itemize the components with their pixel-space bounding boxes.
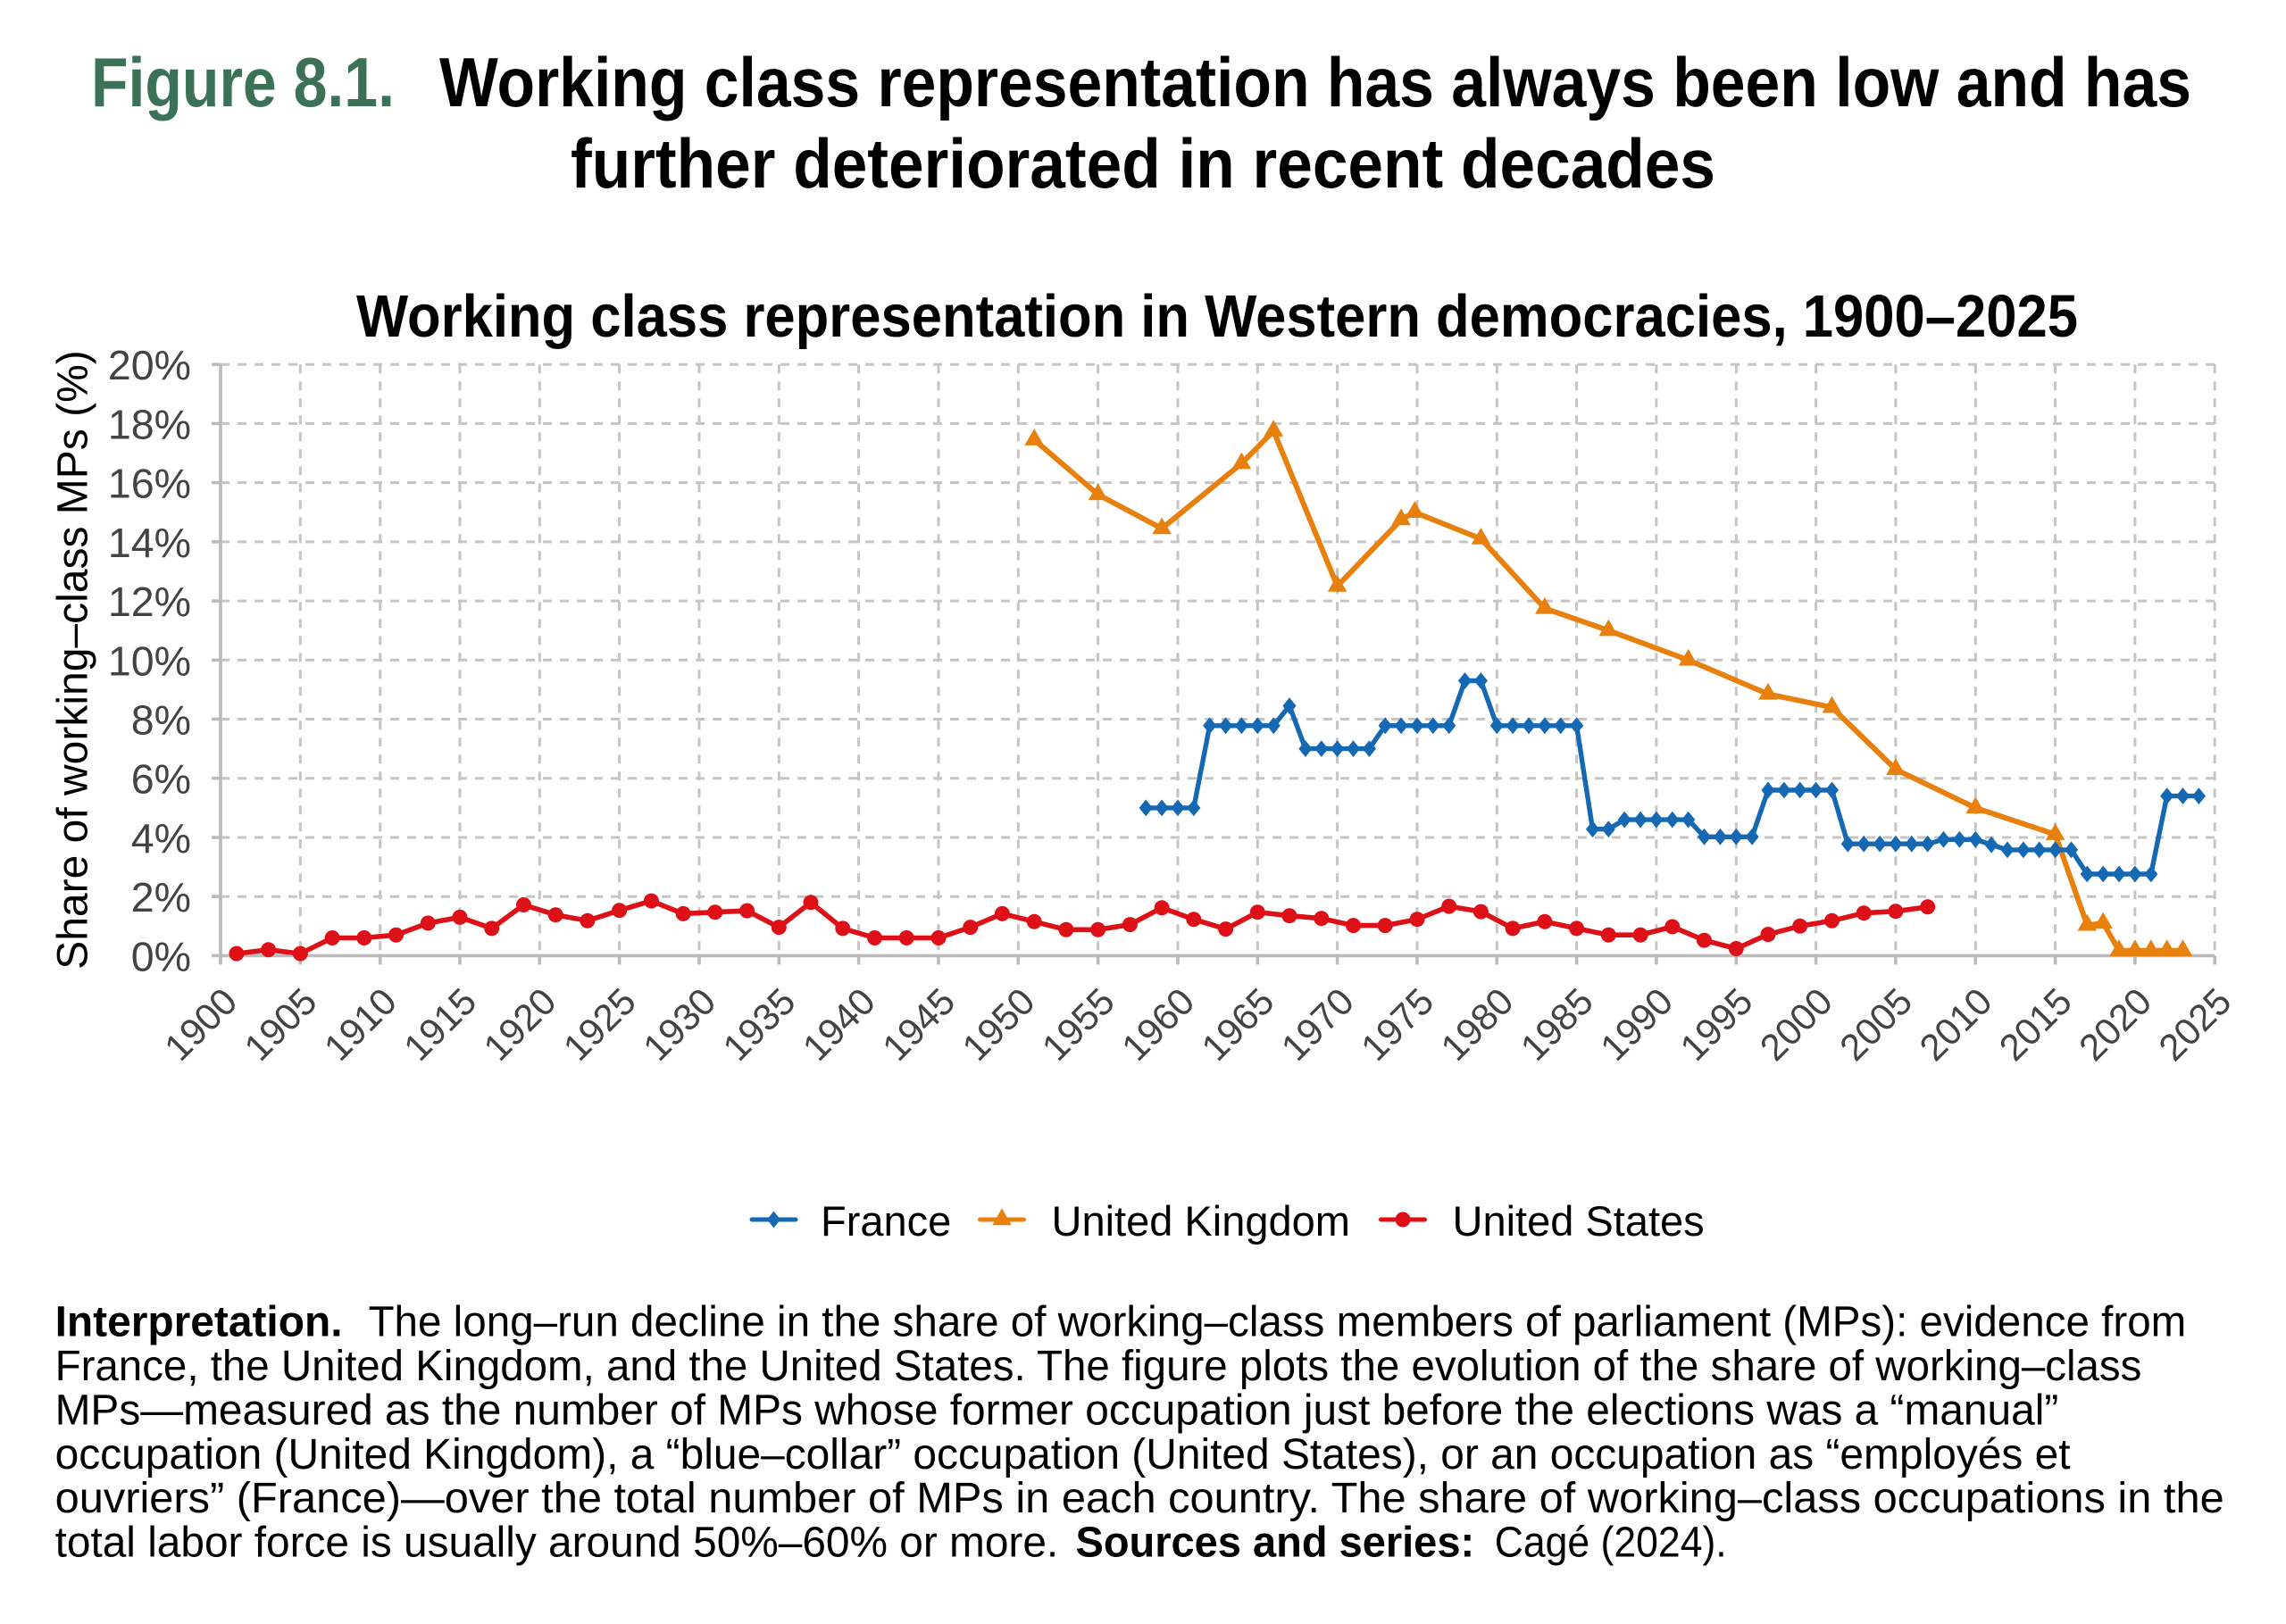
svg-text:10%: 10% xyxy=(108,637,191,684)
svg-text:ouvriers” (France)—over the to: ouvriers” (France)—over the total number… xyxy=(55,1475,2224,1522)
svg-text:12%: 12% xyxy=(108,579,191,625)
svg-text:Sources and series:: Sources and series: xyxy=(1076,1520,1475,1567)
svg-text:The long–run decline in the sh: The long–run decline in the share of wor… xyxy=(369,1299,2187,1346)
svg-text:United States: United States xyxy=(1453,1197,1705,1245)
svg-text:United Kingdom: United Kingdom xyxy=(1052,1197,1350,1245)
svg-text:4%: 4% xyxy=(131,815,191,862)
svg-text:6%: 6% xyxy=(131,756,191,803)
svg-text:16%: 16% xyxy=(108,461,191,507)
svg-text:2%: 2% xyxy=(131,874,191,920)
svg-text:MPs—measured as the number of: MPs—measured as the number of MPs whose … xyxy=(55,1387,2059,1434)
svg-text:18%: 18% xyxy=(108,401,191,447)
svg-text:20%: 20% xyxy=(108,342,191,388)
svg-text:Cagé (2024).: Cagé (2024). xyxy=(1495,1520,1727,1567)
svg-text:France: France xyxy=(821,1197,951,1245)
svg-text:Interpretation.: Interpretation. xyxy=(55,1299,343,1346)
svg-text:8%: 8% xyxy=(131,697,191,744)
svg-text:total labor force is usually a: total labor force is usually around 50%–… xyxy=(55,1520,1059,1567)
svg-text:0%: 0% xyxy=(131,933,191,979)
svg-text:France, the United Kingdom, an: France, the United Kingdom, and the Unit… xyxy=(55,1343,2142,1390)
svg-text:Working class representation i: Working class representation in Western … xyxy=(356,283,2078,350)
svg-text:Working class representation h: Working class representation has always … xyxy=(439,43,2191,121)
svg-text:occupation (United Kingdom), a: occupation (United Kingdom), a “blue–col… xyxy=(55,1431,2071,1478)
svg-text:further deteriorated in recent: further deteriorated in recent decades xyxy=(571,124,1715,203)
svg-text:Figure 8.1.: Figure 8.1. xyxy=(91,43,395,121)
svg-text:Share of working–class MPs (%): Share of working–class MPs (%) xyxy=(50,350,97,970)
svg-text:14%: 14% xyxy=(108,520,191,566)
